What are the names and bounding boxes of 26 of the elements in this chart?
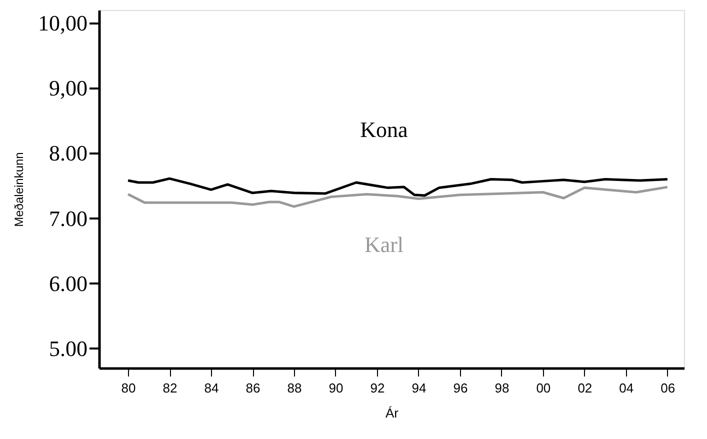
y-tick-label: 8.00 — [49, 140, 88, 166]
x-tick-label: 90 — [328, 380, 344, 396]
line-series — [126, 177, 669, 197]
y-tick-label: 10,00 — [38, 10, 88, 36]
x-axis-title: Ár — [386, 406, 400, 420]
y-tick-label: 7.00 — [49, 206, 88, 231]
x-tick-label: 02 — [578, 380, 592, 396]
x-tick-label: 98 — [494, 380, 510, 396]
y-tick-label: 5.00 — [49, 336, 88, 361]
y-tick-label: 9,00 — [49, 76, 88, 101]
series-label: Kona — [360, 117, 408, 142]
x-tick-label: 86 — [246, 380, 260, 396]
x-tick-label: 84 — [204, 380, 219, 396]
x-tick-label: 94 — [412, 380, 426, 396]
x-tick-label: 06 — [660, 380, 676, 396]
series-label: Karl — [364, 232, 404, 257]
x-tick-label: 04 — [619, 380, 634, 396]
x-tick-label: 00 — [536, 380, 551, 396]
x-tick-label: 88 — [287, 380, 302, 396]
y-tick-label: 6.00 — [49, 270, 88, 296]
x-tick-label: 96 — [453, 380, 468, 396]
x-tick-label: 80 — [121, 380, 136, 396]
line-series — [126, 186, 669, 208]
y-axis-title: Meðaleinkunn — [12, 152, 26, 227]
x-tick-label: 82 — [162, 380, 178, 396]
x-tick-label: 92 — [370, 380, 385, 396]
